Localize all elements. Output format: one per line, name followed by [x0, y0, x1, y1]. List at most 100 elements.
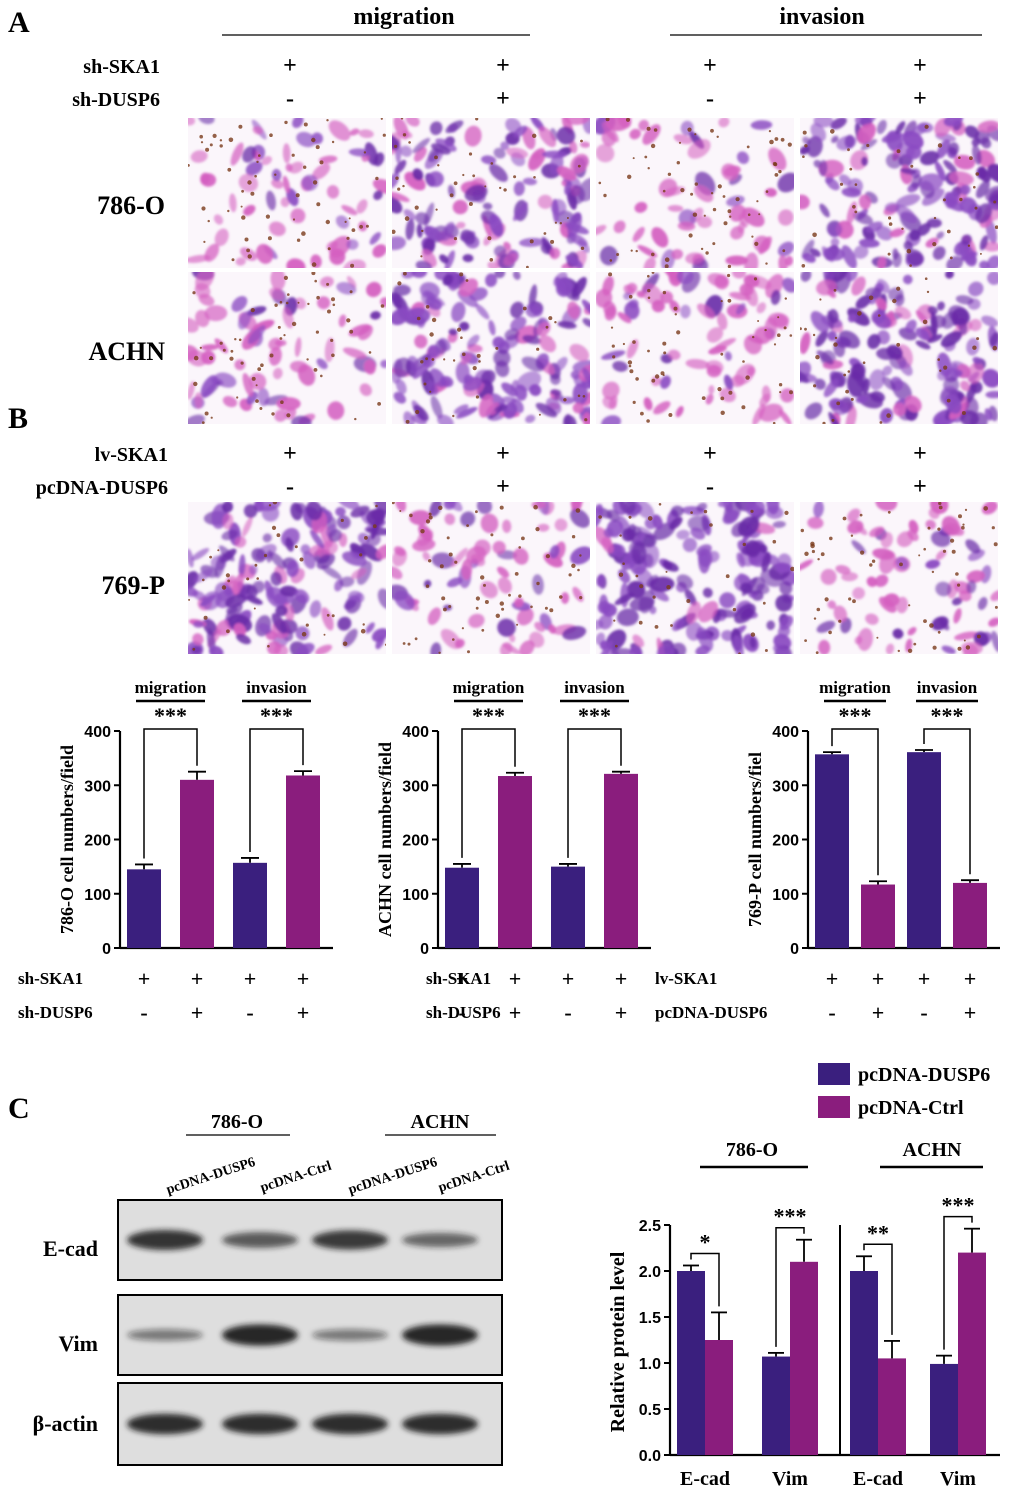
pore	[467, 650, 470, 654]
cell	[896, 596, 909, 614]
cell	[697, 548, 713, 568]
cell	[554, 518, 568, 532]
pore	[857, 311, 862, 316]
cell	[240, 247, 257, 261]
cell	[204, 305, 228, 322]
cell	[488, 319, 496, 336]
pore	[368, 351, 372, 354]
cell	[772, 520, 786, 529]
pore	[694, 133, 697, 136]
cell	[889, 228, 905, 238]
pore	[654, 374, 660, 379]
condition-sign: +	[509, 1000, 522, 1025]
cell	[960, 380, 970, 392]
pore	[209, 143, 213, 147]
cell	[596, 504, 604, 528]
pore	[720, 300, 723, 303]
cell	[621, 528, 636, 542]
cell	[315, 644, 333, 654]
cell	[242, 372, 254, 397]
pore	[201, 421, 205, 424]
cell	[768, 147, 787, 171]
cell	[759, 393, 771, 407]
cell	[427, 344, 441, 358]
b-row2-signs: - + - +	[286, 474, 927, 500]
cell	[474, 539, 491, 557]
cell	[900, 167, 917, 175]
cell	[394, 159, 407, 174]
cell	[248, 564, 258, 575]
cell	[199, 594, 217, 607]
pore	[415, 409, 420, 415]
cell	[749, 637, 757, 649]
cell	[985, 390, 998, 399]
cell	[393, 391, 407, 404]
pore	[650, 143, 656, 149]
b-row2-sign: +	[913, 474, 927, 500]
cell	[366, 281, 382, 298]
pore	[732, 607, 737, 612]
pore	[454, 560, 458, 564]
cell	[888, 287, 904, 302]
cell	[266, 190, 276, 211]
sig-bracket	[249, 728, 304, 852]
cell	[534, 621, 545, 632]
pore	[717, 387, 722, 392]
a-row1-label: sh-SKA1	[83, 56, 160, 78]
pore	[325, 219, 330, 225]
cell	[567, 301, 580, 319]
cell	[478, 394, 494, 418]
pore	[690, 192, 694, 196]
cell	[328, 120, 351, 141]
pore	[901, 227, 904, 230]
cell	[246, 595, 263, 605]
cell	[222, 396, 238, 408]
bar	[445, 867, 479, 948]
cell	[847, 508, 861, 522]
cell	[982, 368, 998, 388]
cell	[904, 395, 922, 413]
panel-a: A migration invasion sh-SKA1 sh-DUSP6 + …	[8, 4, 998, 424]
bar	[498, 776, 532, 948]
cell	[673, 134, 693, 145]
cell	[258, 622, 272, 634]
pore	[627, 174, 632, 179]
sig-label: *	[700, 1229, 711, 1254]
cell	[919, 150, 940, 166]
cell	[494, 404, 508, 413]
micrograph-content	[596, 118, 794, 268]
cell	[493, 245, 507, 257]
cell	[366, 533, 381, 547]
cell	[950, 363, 959, 382]
pore	[285, 301, 289, 305]
pore	[532, 133, 537, 138]
pore	[862, 361, 866, 365]
micrograph-content	[596, 502, 794, 654]
cell	[616, 608, 639, 627]
cell	[308, 544, 324, 557]
cell	[377, 588, 386, 610]
cell	[522, 177, 537, 186]
cell	[562, 413, 572, 424]
pore	[577, 164, 581, 168]
pore	[729, 215, 732, 218]
cell	[882, 365, 893, 377]
micrograph-cells	[392, 272, 590, 424]
cell	[634, 502, 655, 519]
cell	[718, 118, 730, 128]
cell	[671, 249, 684, 260]
pore	[742, 360, 745, 363]
b-row1-label: lv-SKA1	[95, 444, 168, 466]
cell	[667, 204, 684, 212]
cell	[234, 536, 247, 548]
pore	[222, 348, 226, 352]
sig-label: ***	[578, 703, 611, 728]
pore	[939, 369, 942, 372]
pore	[892, 298, 897, 304]
cell	[875, 297, 887, 311]
blot-band	[312, 1329, 388, 1341]
pore	[815, 355, 820, 360]
cell	[869, 369, 885, 391]
pore	[632, 400, 636, 404]
pore	[287, 293, 290, 296]
